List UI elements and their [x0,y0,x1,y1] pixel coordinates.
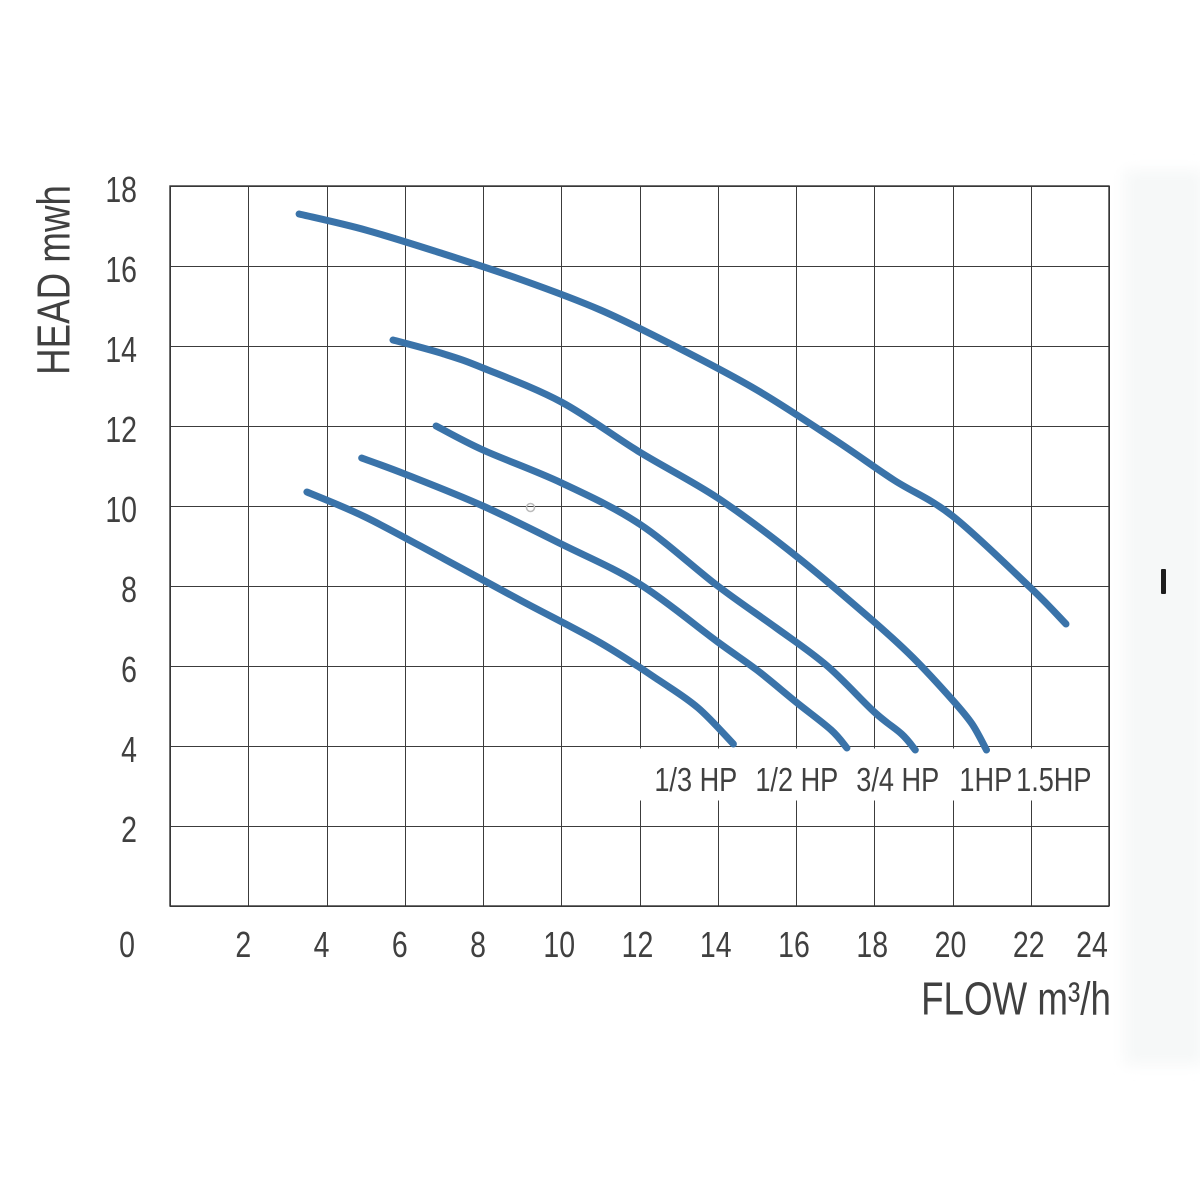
y-tick-label-2: 2 [121,809,137,850]
x-axis-title: FLOW m³/h [921,972,1111,1024]
x-tick-label-20: 20 [935,924,967,965]
x-tick-label-2: 2 [235,924,251,965]
x-tick-label-22: 22 [1013,924,1045,965]
y-tick-label-8: 8 [121,569,137,610]
curve-labels: 1/3 HP 1/2 HP 3/4 HP 1HP 1.5HP [654,761,1091,798]
x-tick-label-16: 16 [778,924,810,965]
y-tick-labels: 2 4 6 8 10 12 14 16 18 [105,169,137,850]
y-tick-label-18: 18 [105,169,137,210]
pump-curves [295,210,1070,754]
x-tick-label-6: 6 [392,924,408,965]
curve-label-3-4-hp: 3/4 HP [856,761,939,798]
x-tick-label-8: 8 [470,924,486,965]
curve-1-2-hp [358,454,851,752]
curve-label-1-2-hp: 1/2 HP [755,761,838,798]
y-axis-title: HEAD mwh [27,185,79,375]
curve-3-4-hp [432,422,919,754]
stray-dot-artifact [525,502,536,513]
x-tick-label-12: 12 [622,924,654,965]
y-tick-label-12: 12 [105,409,137,450]
stray-bar-artifact [1161,569,1166,594]
x-tick-label-18: 18 [856,924,888,965]
curve-label-band [628,748,1105,801]
x-tick-label-24: 24 [1076,924,1108,965]
x-tick-label-0: 0 [119,924,135,965]
curve-1hp [389,336,990,754]
x-tick-labels: 0 2 4 6 8 10 12 14 16 18 20 22 24 [119,924,1108,965]
x-tick-label-14: 14 [700,924,732,965]
curve-label-1.5hp: 1.5HP [1016,761,1091,798]
y-tick-label-14: 14 [105,329,137,370]
y-tick-label-4: 4 [121,729,137,770]
right-margin-tint [1124,170,1200,1065]
y-tick-label-6: 6 [121,649,137,690]
curve-1-3-hp [303,488,737,748]
curve-label-1hp: 1HP [959,761,1012,798]
curve-label-1-3-hp: 1/3 HP [654,761,737,798]
plot-border [169,185,1110,907]
x-tick-label-10: 10 [543,924,575,965]
x-tick-label-4: 4 [314,924,330,965]
y-tick-label-16: 16 [105,249,137,290]
y-tick-label-10: 10 [105,489,137,530]
curve-1.5hp [295,210,1070,628]
